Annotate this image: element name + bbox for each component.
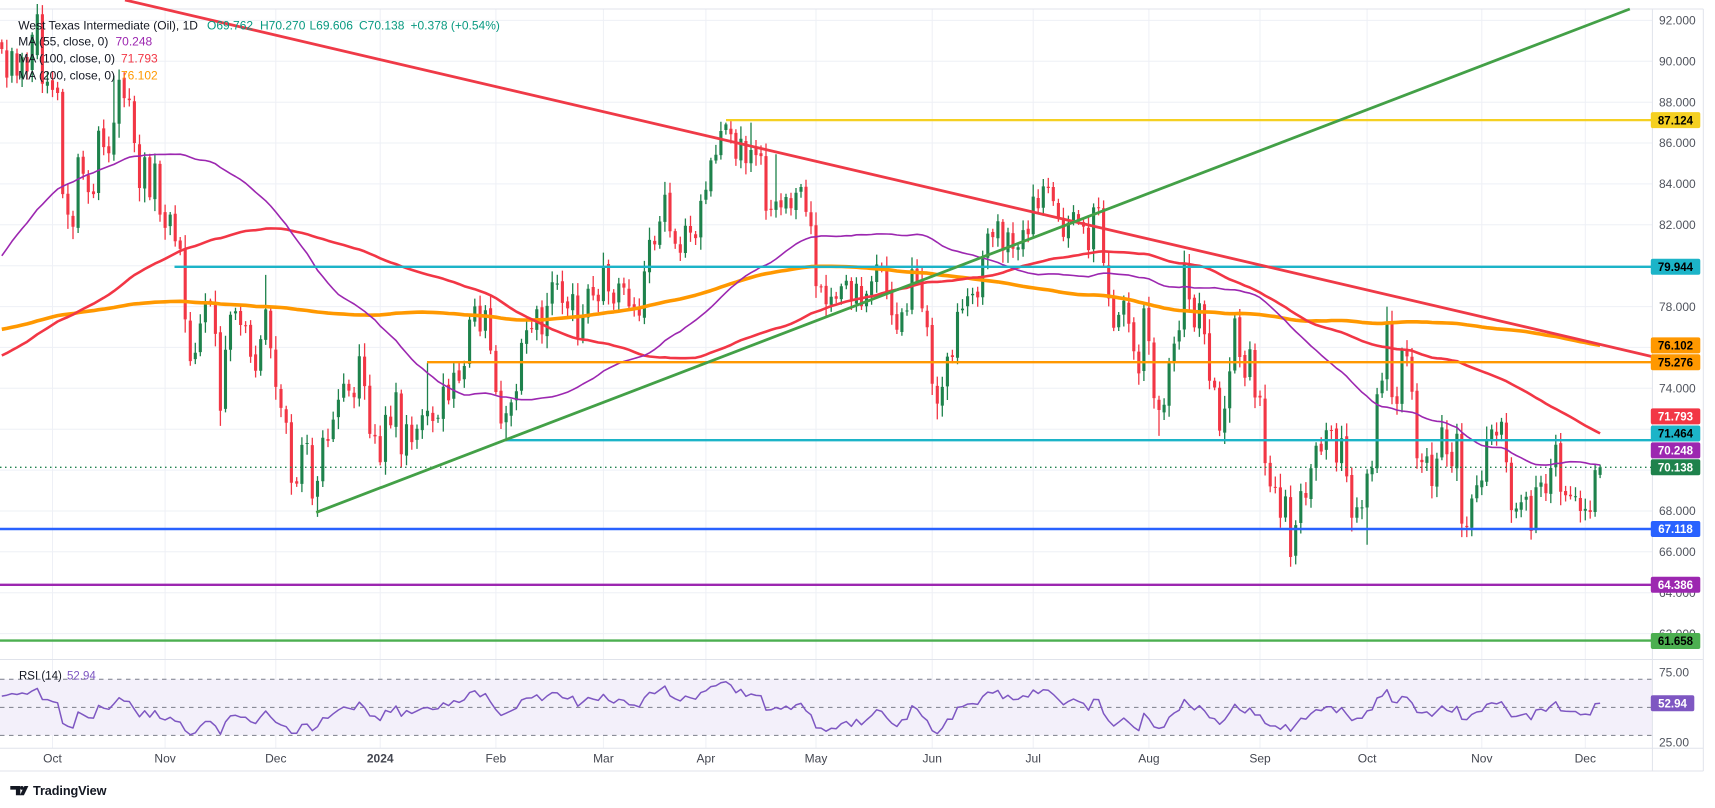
svg-text:MA (55, close, 0): MA (55, close, 0) xyxy=(18,34,108,48)
svg-text:May: May xyxy=(805,752,828,766)
svg-text:71.793: 71.793 xyxy=(121,51,158,65)
svg-text:74.000: 74.000 xyxy=(1659,382,1696,396)
svg-text:RSI (14): RSI (14) xyxy=(19,671,62,683)
svg-text:66.000: 66.000 xyxy=(1659,545,1696,559)
svg-text:Dec: Dec xyxy=(1575,752,1596,766)
svg-text:H70.270: H70.270 xyxy=(260,18,306,32)
svg-text:25.00: 25.00 xyxy=(1659,736,1689,750)
svg-text:O69.762: O69.762 xyxy=(207,18,253,32)
svg-text:70.248: 70.248 xyxy=(116,34,153,48)
svg-text:71.793: 71.793 xyxy=(1658,412,1693,424)
svg-text:68.000: 68.000 xyxy=(1659,504,1696,518)
svg-text:79.944: 79.944 xyxy=(1658,262,1694,274)
svg-text:2024: 2024 xyxy=(367,752,394,766)
svg-text:92.000: 92.000 xyxy=(1659,14,1696,28)
svg-text:Nov: Nov xyxy=(154,752,175,766)
svg-text:75.276: 75.276 xyxy=(1658,357,1693,369)
svg-text:Nov: Nov xyxy=(1471,752,1492,766)
svg-text:70.138: 70.138 xyxy=(1658,463,1694,475)
svg-text:L69.606: L69.606 xyxy=(310,18,354,32)
svg-text:MA (100, close, 0): MA (100, close, 0) xyxy=(18,51,115,65)
svg-text:Dec: Dec xyxy=(265,752,286,766)
svg-text:64.386: 64.386 xyxy=(1658,580,1693,592)
svg-text:Aug: Aug xyxy=(1138,752,1159,766)
svg-text:C70.138: C70.138 xyxy=(359,18,405,32)
svg-text:West Texas Intermediate (Oil),: West Texas Intermediate (Oil), 1D xyxy=(18,18,198,32)
svg-text:82.000: 82.000 xyxy=(1659,218,1696,232)
svg-text:86.000: 86.000 xyxy=(1659,136,1696,150)
svg-text:52.94: 52.94 xyxy=(67,671,96,683)
svg-text:Oct: Oct xyxy=(43,752,62,766)
svg-text:52.94: 52.94 xyxy=(1658,698,1687,710)
svg-text:Feb: Feb xyxy=(486,752,507,766)
svg-text:+0.378 (+0.54%): +0.378 (+0.54%) xyxy=(411,18,500,32)
svg-text:61.658: 61.658 xyxy=(1658,636,1694,648)
svg-text:88.000: 88.000 xyxy=(1659,95,1696,109)
svg-text:MA (200, close, 0): MA (200, close, 0) xyxy=(18,68,115,82)
svg-text:Sep: Sep xyxy=(1249,752,1271,766)
svg-text:75.00: 75.00 xyxy=(1659,666,1689,680)
svg-text:76.102: 76.102 xyxy=(1658,341,1693,353)
svg-text:84.000: 84.000 xyxy=(1659,177,1696,191)
svg-text:Jul: Jul xyxy=(1026,752,1041,766)
svg-text:Oct: Oct xyxy=(1358,752,1377,766)
svg-text:87.124: 87.124 xyxy=(1658,115,1694,127)
svg-text:67.118: 67.118 xyxy=(1658,524,1693,536)
svg-text:70.248: 70.248 xyxy=(1658,446,1694,458)
svg-text:Apr: Apr xyxy=(697,752,716,766)
svg-text:71.464: 71.464 xyxy=(1658,429,1694,441)
svg-text:78.000: 78.000 xyxy=(1659,300,1696,314)
svg-text:Jun: Jun xyxy=(923,752,942,766)
svg-text:76.102: 76.102 xyxy=(121,68,158,82)
svg-text:90.000: 90.000 xyxy=(1659,55,1696,69)
svg-text:TradingView: TradingView xyxy=(33,784,107,798)
svg-text:Mar: Mar xyxy=(593,752,614,766)
